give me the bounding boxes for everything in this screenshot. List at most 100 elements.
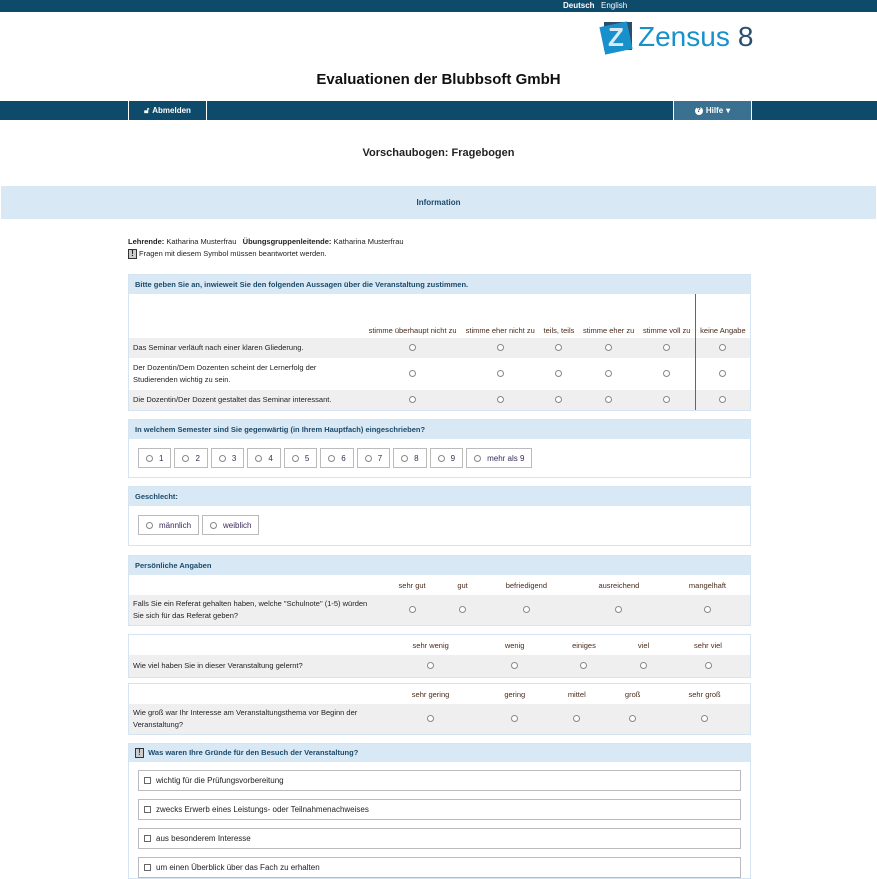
checkbox[interactable]: [144, 864, 151, 871]
caret-down-icon: ▾: [726, 106, 731, 115]
radio-button[interactable]: [409, 395, 417, 403]
radio-button[interactable]: [629, 714, 637, 722]
option[interactable]: mehr als 9: [466, 448, 533, 468]
option[interactable]: weiblich: [202, 515, 260, 535]
radio-button[interactable]: [496, 395, 504, 403]
column-header: gut: [457, 580, 468, 590]
radio-button[interactable]: [522, 605, 530, 613]
logout-button[interactable]: 🔓︎ Abmelden: [128, 101, 207, 120]
option-label: 5: [304, 453, 310, 463]
option[interactable]: 3: [210, 448, 245, 468]
radio-button[interactable]: [291, 454, 299, 462]
radio-button[interactable]: [663, 395, 671, 403]
option[interactable]: 4: [247, 448, 281, 468]
checkbox-option[interactable]: um einen Überblick über das Fach zu erha…: [138, 857, 741, 878]
option[interactable]: 5: [283, 448, 318, 468]
radio-button[interactable]: [663, 343, 671, 351]
gender-options: männlich weiblich: [129, 506, 750, 545]
radio-button[interactable]: [580, 661, 588, 669]
option-label: um einen Überblick über das Fach zu erha…: [156, 863, 320, 872]
option-label: 7: [377, 453, 383, 463]
scale-matrix: sehr gut gut befriedigend ausreichend mangel…: [129, 575, 750, 625]
radio-button[interactable]: [459, 605, 467, 613]
radio-button[interactable]: [474, 454, 482, 462]
lecturer: Katharina Musterfrau: [166, 237, 237, 246]
radio-button[interactable]: [573, 714, 581, 722]
question-personal: Persönliche Angaben sehr gut gut befriedig…: [128, 555, 751, 626]
question-title: Bitte geben Sie an, inwieweit Sie den fo…: [129, 275, 750, 294]
radio-button[interactable]: [555, 369, 563, 377]
lang-deutsch[interactable]: Deutsch: [563, 1, 595, 10]
radio-button[interactable]: [182, 454, 190, 462]
radio-button[interactable]: [615, 605, 623, 613]
site-title: Evaluationen der Blubbsoft GmbH: [316, 71, 561, 88]
radio-button[interactable]: [146, 521, 153, 529]
radio-button[interactable]: [605, 343, 613, 351]
radio-button[interactable]: [437, 454, 445, 462]
radio-button[interactable]: [146, 454, 153, 462]
radio-button[interactable]: [511, 714, 519, 722]
option[interactable]: 6: [320, 448, 354, 468]
radio-button[interactable]: [328, 454, 336, 462]
help-button[interactable]: ? Hilfe ▾: [673, 101, 752, 120]
radio-button[interactable]: [605, 395, 613, 403]
required-icon: !: [128, 249, 137, 259]
checkbox-option[interactable]: aus besonderem Interesse: [138, 828, 741, 849]
radio-button[interactable]: [555, 343, 563, 351]
column-header: groß: [624, 689, 641, 699]
option-label: 8: [414, 453, 419, 463]
option-label: 1: [159, 453, 164, 463]
option[interactable]: 2: [174, 448, 208, 468]
question-gender: Geschlecht: männlich weiblich: [128, 486, 751, 546]
statement: Der Dozentin/Dem Dozenten scheint der Le…: [133, 363, 317, 384]
radio-button[interactable]: [605, 369, 613, 377]
checkbox[interactable]: [144, 835, 151, 842]
radio-button[interactable]: [701, 714, 709, 722]
radio-button[interactable]: [210, 521, 218, 529]
question-title: Geschlecht:: [129, 487, 750, 506]
radio-button[interactable]: [704, 661, 712, 669]
radio-button[interactable]: [409, 369, 417, 377]
column-header: viel: [637, 640, 650, 650]
question-title: In welchem Semester sind Sie gegenwärtig…: [129, 420, 750, 439]
question-interest: sehr gering gering mittel groß sehr groß Wie …: [128, 683, 751, 735]
checkbox-option[interactable]: zwecks Erwerb eines Leistungs- oder Teil…: [138, 799, 741, 820]
radio-button[interactable]: [555, 395, 563, 403]
column-header: keine Angabe: [694, 294, 750, 338]
option[interactable]: 8: [393, 448, 427, 468]
radio-button[interactable]: [409, 343, 417, 351]
option[interactable]: 7: [356, 448, 391, 468]
option[interactable]: 1: [138, 448, 172, 468]
radio-button[interactable]: [511, 661, 519, 669]
help-label: Hilfe: [705, 106, 724, 115]
option-label: zwecks Erwerb eines Leistungs- oder Teil…: [156, 805, 369, 814]
radio-button[interactable]: [401, 454, 409, 462]
column-header: befriedigend: [505, 580, 548, 590]
column-header: sehr gering: [411, 689, 450, 699]
radio-button[interactable]: [255, 454, 263, 462]
radio-button[interactable]: [640, 661, 648, 669]
question-agreement: Bitte geben Sie an, inwieweit Sie den fo…: [128, 274, 751, 411]
radio-button[interactable]: [496, 369, 504, 377]
checkbox[interactable]: [144, 806, 151, 813]
column-header: ausreichend: [598, 580, 640, 590]
radio-button[interactable]: [703, 605, 711, 613]
radio-button[interactable]: [427, 661, 435, 669]
tutor: Katharina Musterfrau: [333, 237, 404, 246]
question-semester: In welchem Semester sind Sie gegenwärtig…: [128, 419, 751, 478]
radio-button[interactable]: [218, 454, 226, 462]
lang-english[interactable]: English: [601, 1, 628, 10]
option[interactable]: männlich: [138, 515, 200, 535]
radio-button[interactable]: [719, 395, 727, 403]
radio-button[interactable]: [408, 605, 416, 613]
checkbox[interactable]: [144, 777, 151, 784]
radio-button[interactable]: [496, 343, 504, 351]
radio-button[interactable]: [364, 454, 372, 462]
radio-button[interactable]: [663, 369, 671, 377]
radio-button[interactable]: [719, 369, 727, 377]
option[interactable]: 9: [429, 448, 464, 468]
radio-button[interactable]: [427, 714, 435, 722]
radio-button[interactable]: [719, 343, 727, 351]
checkbox-option[interactable]: wichtig für die Prüfungsvorbereitung: [138, 770, 741, 791]
required-icon: !: [135, 748, 144, 758]
